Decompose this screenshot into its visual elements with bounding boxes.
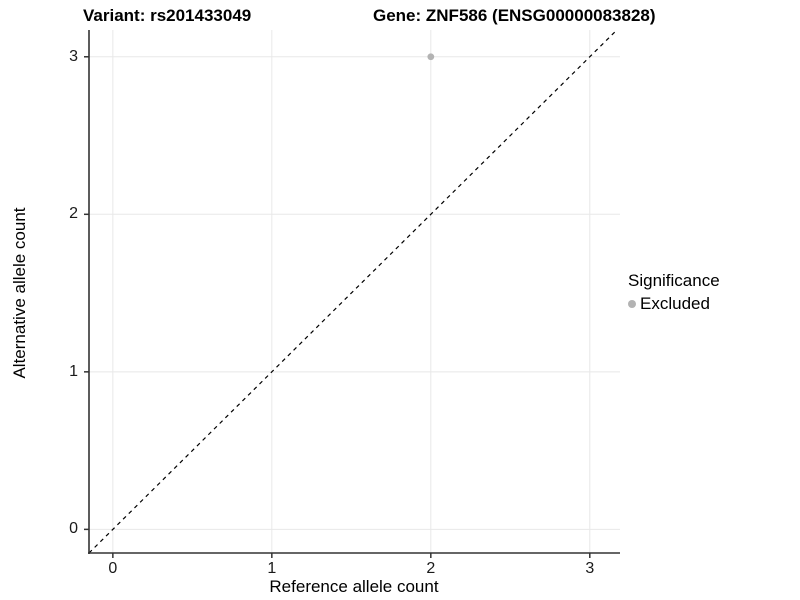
legend: Significance Excluded	[628, 271, 720, 314]
y-tick-label: 1	[69, 362, 78, 380]
x-axis-title: Reference allele count	[269, 577, 439, 596]
x-tick-label: 2	[426, 560, 436, 577]
y-tick-label: 3	[69, 47, 78, 65]
data-point	[427, 53, 435, 61]
y-tick-label: 0	[69, 520, 78, 538]
legend-title: Significance	[628, 271, 720, 290]
identity-line	[88, 29, 618, 554]
x-tick-label: 0	[108, 560, 118, 577]
y-tick-label: 2	[69, 205, 78, 223]
legend-point-icon	[628, 300, 636, 308]
legend-item-label: Excluded	[640, 294, 710, 313]
x-tick-label: 3	[585, 560, 595, 577]
legend-item-excluded: Excluded	[628, 294, 720, 314]
plot-title-variant: Variant: rs201433049	[83, 6, 252, 25]
y-axis-title: Alternative allele count	[10, 207, 29, 379]
x-tick-label: 1	[267, 560, 277, 577]
plot-title-gene: Gene: ZNF586 (ENSG00000083828)	[373, 6, 656, 25]
